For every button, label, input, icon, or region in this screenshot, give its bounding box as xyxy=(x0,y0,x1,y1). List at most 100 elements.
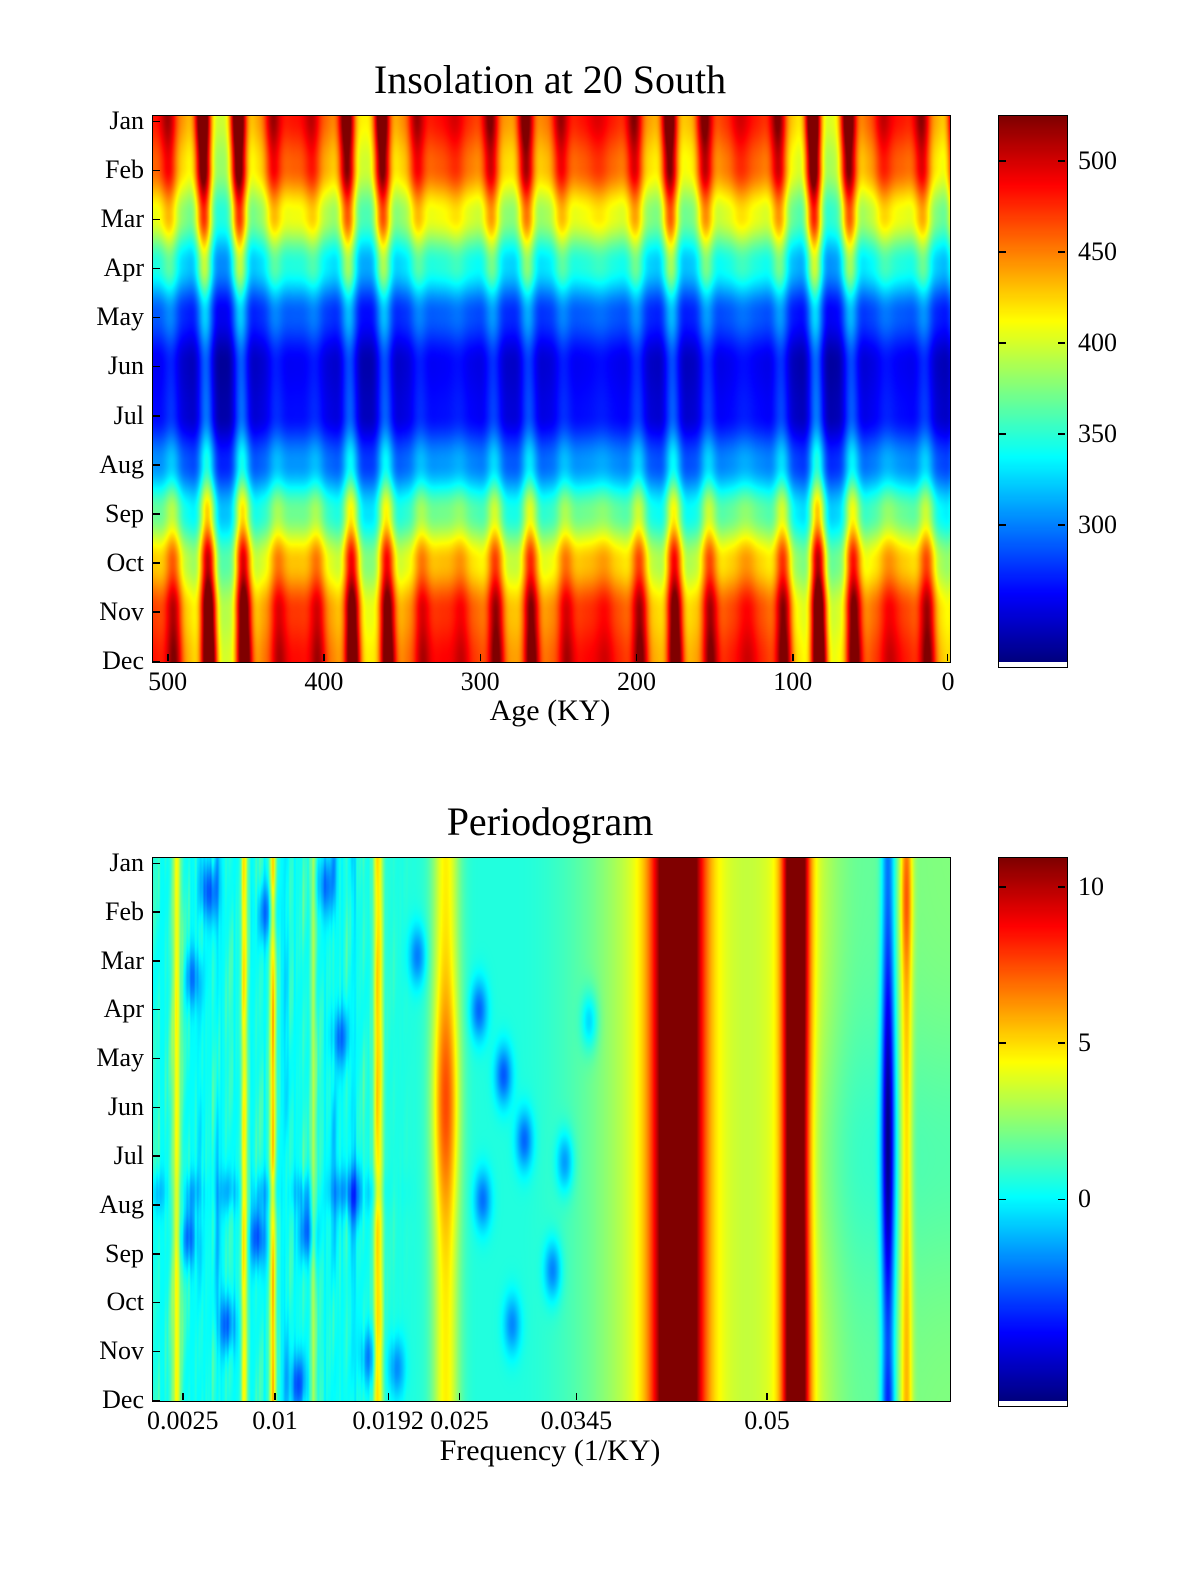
y-tick-label: Oct xyxy=(106,547,144,577)
colorbar-tick-mark xyxy=(999,1198,1006,1201)
x-tick-label: 500 xyxy=(148,667,188,696)
y-tick-mark xyxy=(153,1399,160,1401)
y-tick-label: Aug xyxy=(99,449,144,479)
chart1-xaxis-label: Age (KY) xyxy=(489,694,611,727)
colorbar-tick-label: 350 xyxy=(1078,418,1117,448)
y-tick-mark xyxy=(153,513,160,515)
colorbar-tick-label: 5 xyxy=(1078,1027,1091,1057)
y-tick-mark xyxy=(153,415,160,417)
y-tick-mark xyxy=(153,660,160,662)
x-tick-mark xyxy=(458,1393,461,1400)
y-tick-label: Nov xyxy=(99,1336,144,1366)
periodogram-heatmap-canvas xyxy=(153,858,950,1401)
y-tick-mark xyxy=(153,1204,160,1206)
colorbar-tick-mark xyxy=(1058,433,1065,435)
x-tick-label: 0.01 xyxy=(252,1406,298,1435)
y-tick-label: Dec xyxy=(102,1385,144,1414)
insolation-colorbar-canvas xyxy=(999,116,1067,662)
chart2-xaxis-label: Frequency (1/KY) xyxy=(439,1434,661,1467)
x-tick-label: 0.0345 xyxy=(540,1406,613,1435)
colorbar-tick-mark xyxy=(1058,160,1065,162)
y-tick-label: Jul xyxy=(113,400,144,430)
x-tick-mark xyxy=(167,654,169,661)
y-tick-label: Jun xyxy=(107,351,144,381)
colorbar-tick-label: 450 xyxy=(1078,236,1117,266)
y-tick-label: Jan xyxy=(109,848,144,877)
x-tick-label: 0.05 xyxy=(744,1406,790,1435)
y-tick-label: May xyxy=(96,302,144,332)
colorbar-tick-mark xyxy=(999,433,1006,435)
y-tick-mark xyxy=(153,611,160,613)
y-tick-mark xyxy=(153,1106,160,1109)
y-tick-mark xyxy=(153,1350,160,1353)
y-tick-mark xyxy=(153,1253,160,1255)
y-tick-mark xyxy=(153,218,160,221)
y-tick-label: Sep xyxy=(105,1238,144,1268)
colorbar-tick-mark xyxy=(999,524,1006,526)
y-tick-mark xyxy=(153,562,160,564)
colorbar-tick-mark xyxy=(1058,1042,1065,1044)
x-tick-label: 100 xyxy=(773,667,813,696)
y-tick-label: Sep xyxy=(105,498,144,528)
x-tick-label: 0 xyxy=(941,667,955,696)
y-tick-label: Dec xyxy=(102,646,144,675)
x-tick-mark xyxy=(946,654,948,661)
x-tick-label: 0.0192 xyxy=(352,1406,424,1435)
x-tick-mark xyxy=(387,1393,390,1400)
insolation-heatmap-canvas xyxy=(153,116,950,662)
x-tick-label: 200 xyxy=(616,667,656,696)
periodogram-colorbar xyxy=(998,857,1068,1407)
x-tick-mark xyxy=(323,654,325,661)
insolation-colorbar xyxy=(998,115,1068,668)
colorbar-tick-mark xyxy=(1058,886,1065,888)
y-tick-mark xyxy=(153,365,160,368)
colorbar-tick-mark xyxy=(999,251,1006,253)
y-tick-mark xyxy=(153,464,160,466)
colorbar-tick-mark xyxy=(1058,342,1065,344)
y-tick-label: Apr xyxy=(103,253,144,283)
chart2-title: Periodogram xyxy=(446,799,654,844)
colorbar-tick-mark xyxy=(999,886,1006,888)
x-tick-mark xyxy=(792,654,794,661)
y-tick-mark xyxy=(153,960,160,962)
colorbar-tick-label: 400 xyxy=(1078,327,1117,357)
x-tick-mark xyxy=(635,654,638,661)
y-tick-label: May xyxy=(96,1043,144,1073)
x-tick-mark xyxy=(182,1393,184,1400)
x-tick-label: 0.0025 xyxy=(146,1406,219,1435)
y-tick-mark xyxy=(153,267,160,270)
x-tick-mark xyxy=(479,654,482,661)
y-tick-label: Mar xyxy=(100,204,144,234)
y-tick-mark xyxy=(153,1008,160,1011)
y-tick-label: Jun xyxy=(107,1092,144,1122)
y-tick-label: Oct xyxy=(106,1287,144,1317)
colorbar-tick-mark xyxy=(1058,251,1065,253)
y-tick-mark xyxy=(153,316,160,319)
x-tick-mark xyxy=(766,1393,768,1400)
colorbar-tick-mark xyxy=(999,342,1006,344)
y-tick-mark xyxy=(153,1155,160,1157)
colorbar-tick-mark xyxy=(1058,524,1065,526)
y-tick-mark xyxy=(153,169,160,172)
y-tick-mark xyxy=(153,1301,160,1304)
colorbar-tick-label: 10 xyxy=(1078,871,1104,901)
colorbar-tick-mark xyxy=(1058,1198,1065,1201)
y-tick-mark xyxy=(153,120,160,122)
y-tick-label: Jul xyxy=(113,1140,144,1170)
x-tick-label: 300 xyxy=(460,667,500,696)
x-tick-mark xyxy=(575,1393,578,1400)
y-tick-label: Jan xyxy=(109,106,144,135)
insolation-heatmap xyxy=(152,115,951,663)
y-tick-label: Aug xyxy=(99,1189,144,1219)
y-tick-mark xyxy=(153,911,160,913)
y-tick-label: Nov xyxy=(99,596,144,626)
colorbar-tick-label: 300 xyxy=(1078,509,1117,539)
periodogram-colorbar-canvas xyxy=(999,858,1067,1401)
y-tick-label: Feb xyxy=(105,896,144,926)
colorbar-tick-label: 0 xyxy=(1078,1184,1091,1214)
x-tick-label: 400 xyxy=(304,667,344,696)
y-tick-label: Apr xyxy=(103,994,144,1024)
y-tick-mark xyxy=(153,862,160,864)
y-tick-mark xyxy=(153,1057,160,1060)
